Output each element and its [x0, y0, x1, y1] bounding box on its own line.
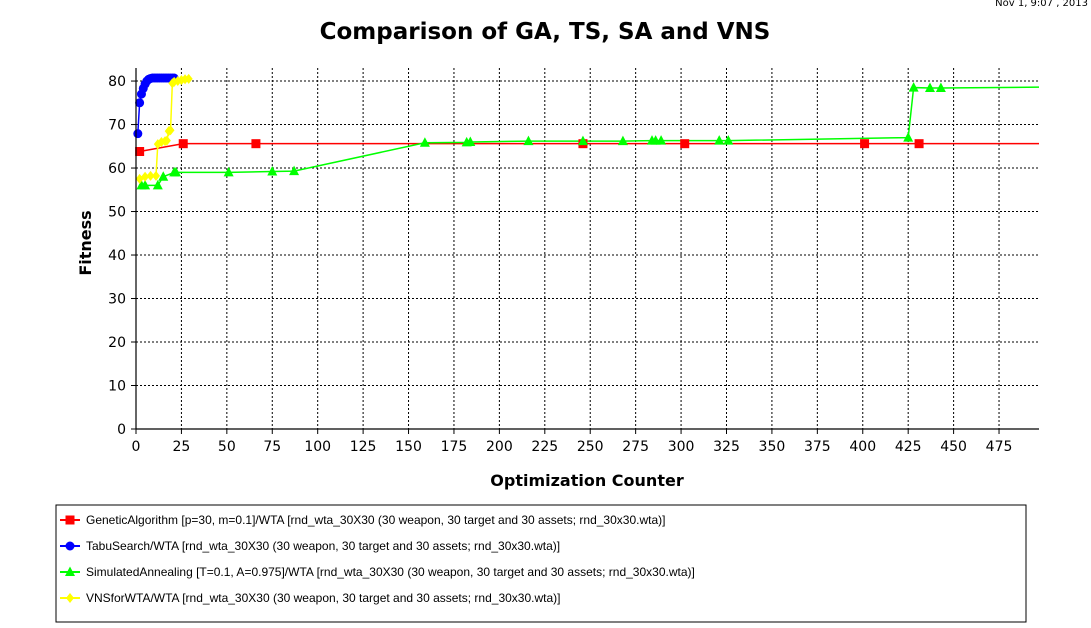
x-tick-label: 125 — [350, 439, 377, 455]
x-tick-label: 275 — [622, 439, 649, 455]
y-tick-label: 50 — [108, 205, 126, 221]
data-point-sa — [170, 166, 181, 177]
legend-marker — [65, 515, 75, 525]
data-point-sa — [656, 135, 667, 145]
grid-lines — [136, 68, 1039, 429]
data-point-sa — [714, 135, 725, 145]
x-tick-label: 75 — [263, 439, 281, 455]
chart-title: Comparison of GA, TS, SA and VNS — [320, 19, 771, 45]
data-point-sa — [903, 132, 914, 142]
legend-items: GeneticAlgorithm [p=30, m=0.1]/WTA [rnd_… — [60, 513, 695, 605]
legend — [55, 504, 1027, 623]
data-point-vns — [141, 171, 150, 182]
data-point-sa — [577, 135, 588, 146]
data-point-sa — [924, 82, 935, 93]
data-point-ga — [914, 139, 924, 149]
x-tick-label: 150 — [395, 439, 422, 455]
data-point-ts — [135, 98, 145, 108]
data-point-sa — [223, 166, 234, 177]
x-tick-label: 425 — [895, 439, 922, 455]
legend-label: SimulatedAnnealing [T=0.1, A=0.975]/WTA … — [86, 565, 695, 579]
data-point-sa — [617, 135, 628, 146]
legend-item-vns: VNSforWTA/WTA [rnd_wta_30X30 (30 weapon,… — [60, 591, 560, 605]
data-point-vns — [184, 73, 193, 84]
x-tick-label: 0 — [132, 439, 141, 455]
x-tick-label: 475 — [986, 439, 1013, 455]
plot-area — [136, 68, 1039, 429]
data-point-sa — [935, 82, 946, 93]
legend-marker — [65, 566, 75, 576]
data-point-vns — [162, 135, 171, 146]
data-point-ga — [860, 139, 870, 149]
legend-item-ga: GeneticAlgorithm [p=30, m=0.1]/WTA [rnd_… — [60, 513, 665, 527]
x-axis-label: Optimization Counter — [490, 471, 684, 490]
x-tick-label: 50 — [218, 439, 236, 455]
y-tick-label: 20 — [108, 335, 126, 351]
legend-marker — [66, 593, 74, 603]
x-tick-label: 450 — [940, 439, 967, 455]
x-tick-label: 325 — [713, 439, 740, 455]
y-tick-label: 70 — [108, 118, 126, 134]
x-tick-label: 175 — [441, 439, 468, 455]
x-tick-label: 375 — [804, 439, 831, 455]
data-point-sa — [419, 137, 430, 147]
legend-item-ts: TabuSearch/WTA [rnd_wta_30X30 (30 weapon… — [60, 539, 560, 553]
y-tick-label: 10 — [108, 379, 126, 395]
data-point-sa — [908, 82, 919, 92]
x-tick-label: 225 — [531, 439, 558, 455]
data-point-sa — [523, 135, 534, 146]
data-point-ga — [251, 139, 261, 149]
x-tick-label: 400 — [849, 439, 876, 455]
data-point-ga — [680, 139, 690, 149]
data-point-sa — [267, 166, 278, 176]
data-point-sa — [465, 136, 476, 146]
data-point-vns — [166, 125, 175, 136]
axes — [135, 68, 1039, 430]
y-tick-label: 0 — [117, 422, 126, 438]
legend-item-sa: SimulatedAnnealing [T=0.1, A=0.975]/WTA … — [60, 565, 695, 579]
x-tick-label: 300 — [668, 439, 695, 455]
y-tick-label: 40 — [108, 248, 126, 264]
data-point-ga — [178, 139, 188, 149]
data-point-vns — [146, 170, 155, 181]
legend-label: GeneticAlgorithm [p=30, m=0.1]/WTA [rnd_… — [86, 513, 665, 527]
corner-timestamp: Nov 1, 9:07 , 2013 — [995, 0, 1088, 9]
data-point-ts — [133, 129, 143, 139]
x-tick-label: 250 — [577, 439, 604, 455]
data-point-sa — [152, 179, 163, 190]
data-point-ga — [135, 147, 145, 157]
y-tick-label: 60 — [108, 161, 126, 177]
series-markers — [133, 73, 946, 190]
legend-label: TabuSearch/WTA [rnd_wta_30X30 (30 weapon… — [86, 539, 560, 553]
x-tick-label: 25 — [173, 439, 191, 455]
x-axis-ticks: 0 25 50 75 100 125 150 175 200 225 250 275 300 325 350… — [132, 429, 1013, 455]
x-tick-label: 200 — [486, 439, 513, 455]
data-point-sa — [158, 171, 169, 181]
data-point-vns — [151, 170, 160, 181]
y-tick-label: 30 — [108, 292, 126, 308]
y-tick-label: 80 — [108, 74, 126, 90]
series-line-ga — [139, 142, 1039, 153]
y-axis-label: Fitness — [76, 210, 95, 275]
legend-marker — [65, 541, 75, 551]
y-axis-ticks: 0 10 20 30 40 50 60 70 80 — [108, 74, 136, 438]
data-point-sa — [140, 179, 151, 190]
x-tick-label: 350 — [759, 439, 786, 455]
legend-label: VNSforWTA/WTA [rnd_wta_30X30 (30 weapon,… — [86, 591, 560, 605]
data-point-sa — [289, 165, 300, 176]
data-point-sa — [723, 135, 734, 145]
x-tick-label: 100 — [304, 439, 331, 455]
